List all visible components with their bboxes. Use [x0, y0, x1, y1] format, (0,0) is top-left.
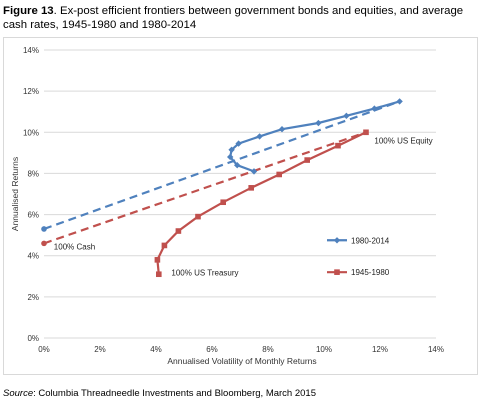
data-point [250, 168, 258, 175]
data-point [234, 162, 241, 169]
cash-line [43, 100, 400, 231]
y-tick-label: 2% [27, 293, 39, 302]
y-tick-label: 12% [23, 87, 39, 96]
figure-caption: Figure 13. Ex-post efficient frontiers b… [3, 4, 483, 32]
source-text: : Columbia Threadneedle Investments and … [33, 388, 316, 399]
series-line [156, 131, 367, 275]
data-point [256, 133, 263, 140]
x-tick-label: 4% [150, 345, 162, 354]
data-point [227, 153, 234, 161]
data-point [248, 185, 254, 191]
data-point [335, 142, 341, 149]
data-point [175, 228, 182, 234]
data-point [154, 257, 161, 263]
x-tick-label: 2% [94, 345, 106, 354]
y-tick-label: 0% [27, 334, 39, 343]
data-point [396, 98, 403, 105]
y-axis-title: Annualised Returns [10, 157, 20, 231]
efficient-frontier-chart: 0% 2% 4% 6% 8% 10% 12% 14% 0% 2% 4% 6% 8% 10% 12% 14% An… [10, 46, 444, 366]
data-point [278, 126, 286, 133]
data-point [235, 140, 242, 147]
data-point [363, 129, 369, 136]
data-point [156, 271, 162, 278]
cash-line [43, 131, 367, 245]
cash-point [41, 226, 47, 232]
data-point [161, 242, 168, 249]
x-tick-label: 8% [262, 345, 274, 354]
annotation-cash: 100% Cash [54, 243, 95, 252]
data-point [371, 105, 378, 112]
data-point [343, 112, 350, 120]
data-point [276, 171, 282, 178]
legend-label: 1945-1980 [351, 268, 390, 277]
data-point [334, 269, 340, 275]
x-axis-title: Annualised Volatility of Monthly Returns [167, 356, 316, 366]
data-point [228, 146, 235, 153]
figure-title: . Ex-post efficient frontiers between go… [3, 5, 464, 31]
source-label: Source [3, 388, 34, 399]
y-tick-label: 10% [23, 128, 39, 137]
data-point [220, 199, 226, 206]
x-tick-label: 10% [316, 345, 332, 354]
data-point [195, 213, 201, 220]
y-tick-label: 14% [23, 46, 39, 55]
y-tick-label: 6% [27, 211, 39, 220]
x-tick-label: 0% [38, 345, 50, 354]
x-tick-label: 14% [428, 345, 444, 354]
figure-number: Figure 13 [3, 5, 54, 17]
cash-point [41, 240, 47, 247]
y-tick-label: 4% [27, 252, 39, 261]
y-tick-label: 8% [27, 169, 39, 178]
chart-area: 0% 2% 4% 6% 8% 10% 12% 14% 0% 2% 4% 6% 8% 10% 12% 14% An… [3, 37, 478, 375]
source-note: Source: Columbia Threadneedle Investment… [3, 388, 316, 399]
annotation-equity: 100% US Equity [374, 137, 432, 146]
data-point [304, 157, 310, 163]
legend-label: 1980-2014 [351, 236, 390, 245]
data-point [315, 119, 322, 127]
data-point [333, 237, 341, 244]
x-tick-label: 6% [206, 345, 218, 354]
annotation-treasury: 100% US Treasury [171, 268, 238, 277]
x-tick-label: 12% [372, 345, 388, 354]
